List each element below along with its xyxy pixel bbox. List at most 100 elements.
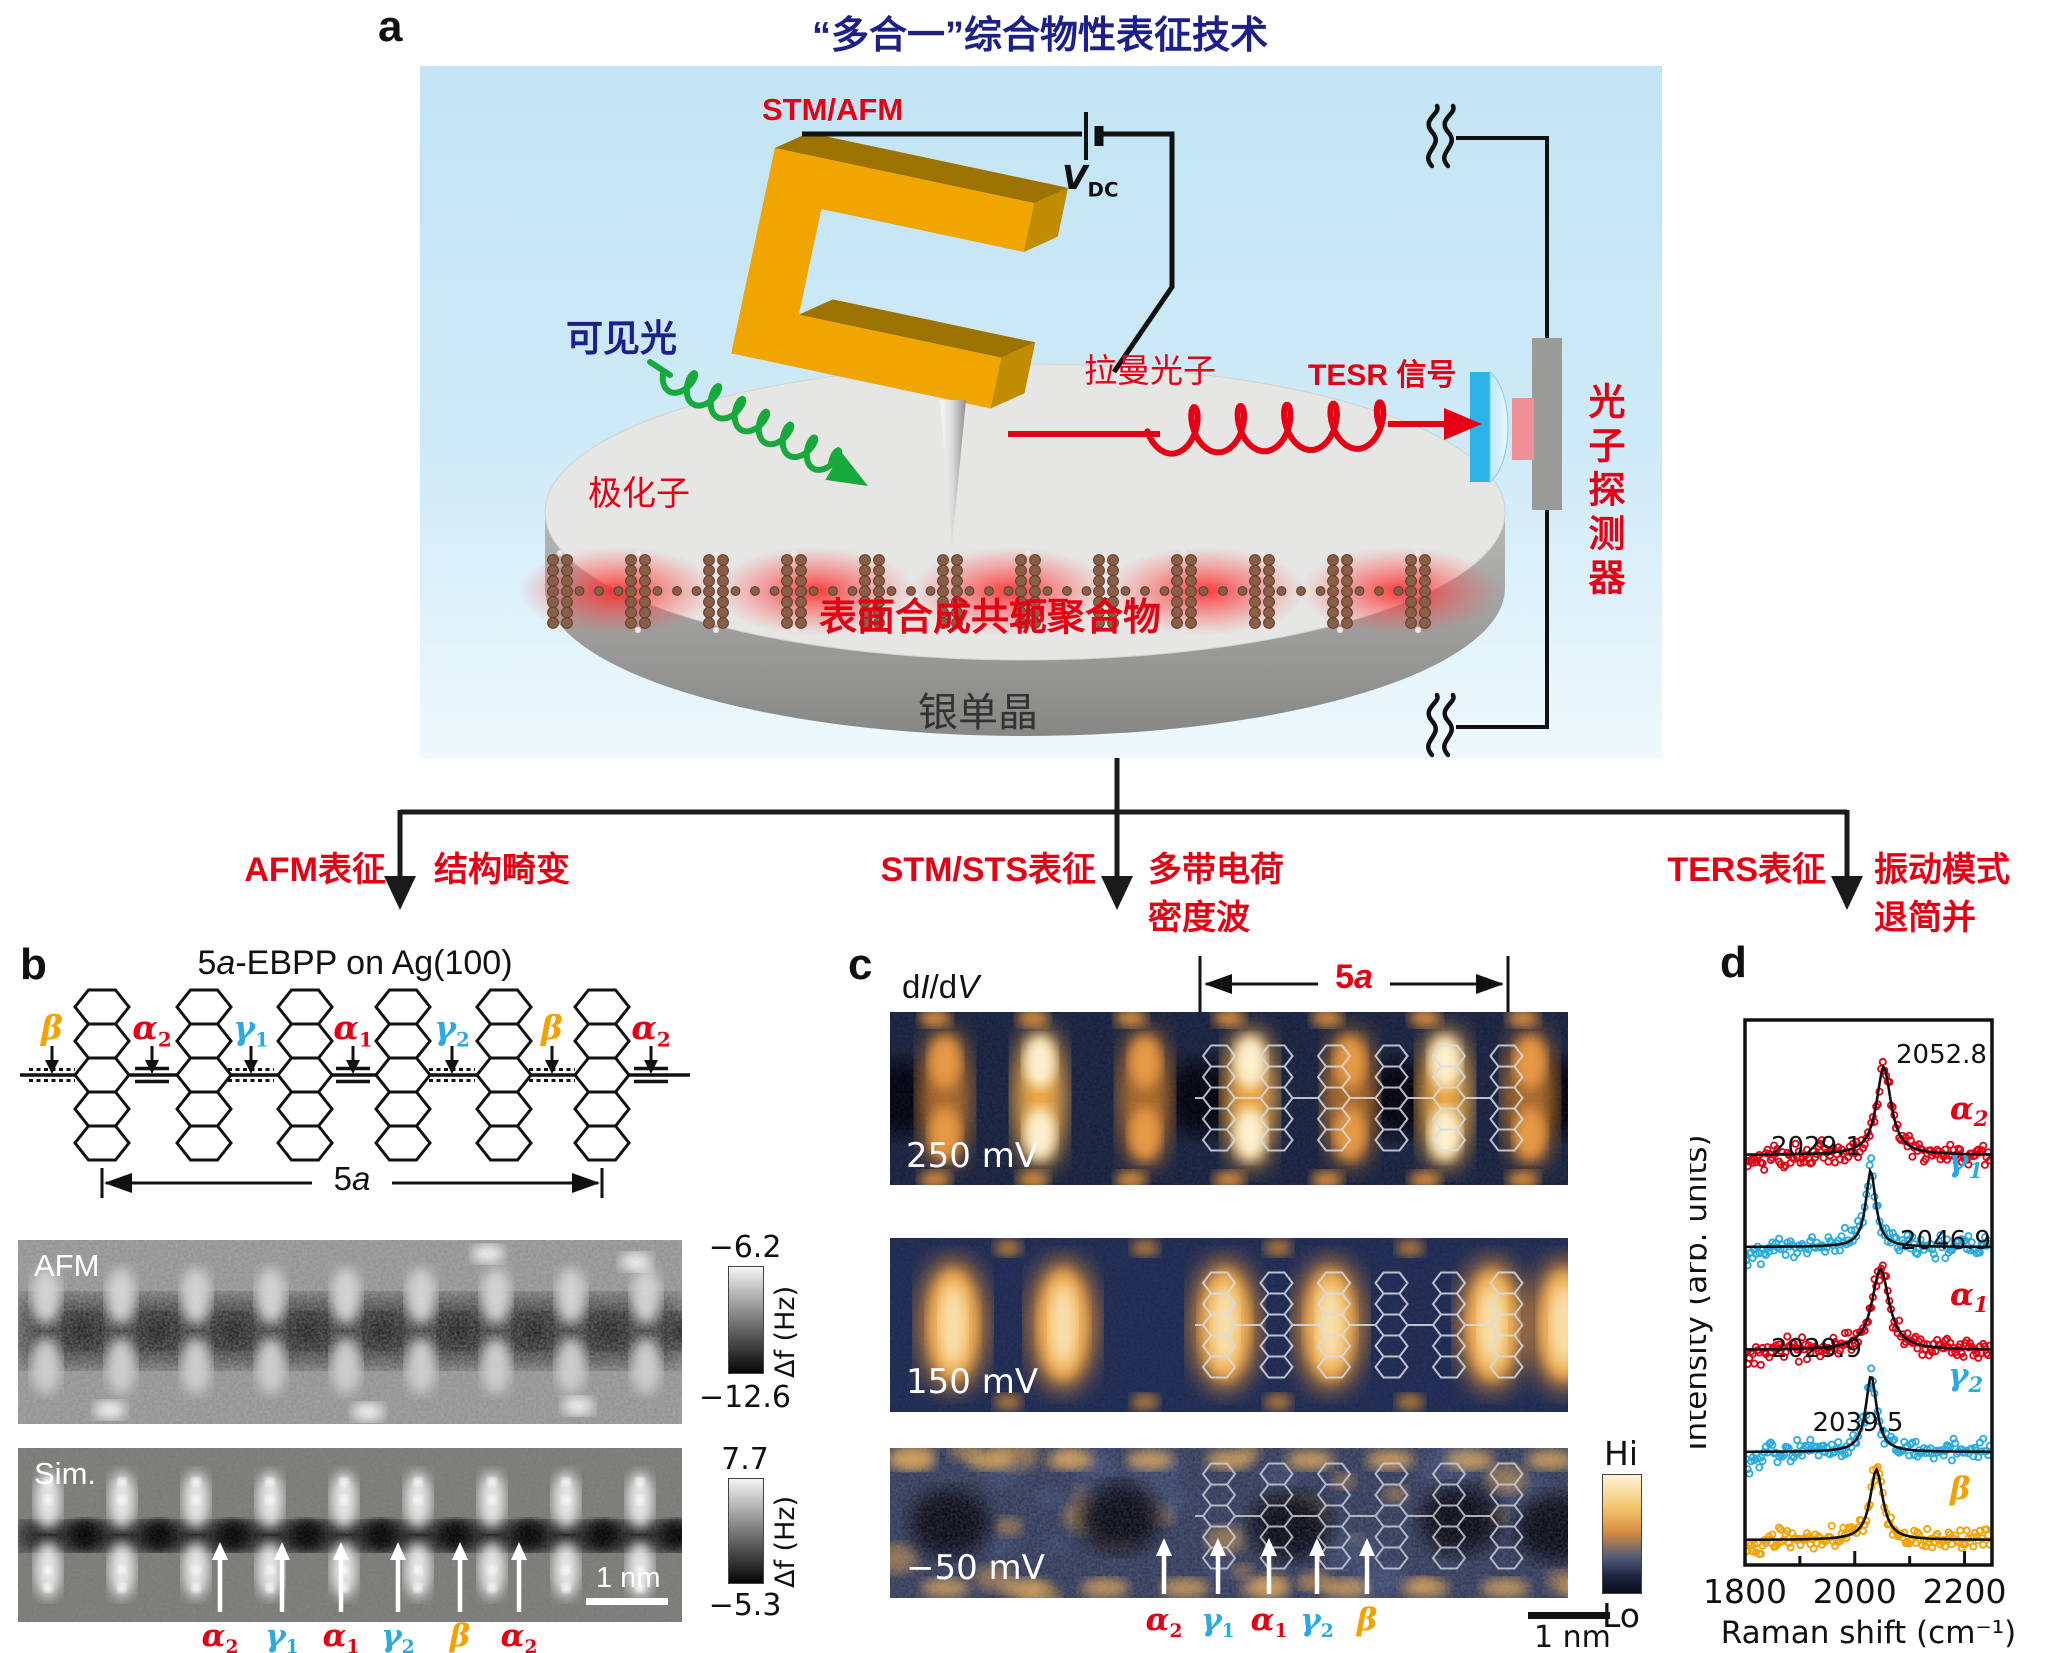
sim-arrow-label: α1 — [322, 1618, 360, 1653]
pentacene-ring — [276, 1056, 334, 1094]
pentacene-ring — [374, 1056, 432, 1094]
c-scalebar — [1528, 1612, 1610, 1619]
pentacene-ring — [573, 1056, 631, 1094]
x-tick-label: 2000 — [1813, 1572, 1897, 1611]
sim-scalebar-label: 1 nm — [596, 1562, 661, 1594]
c-arrow-label: β — [1356, 1602, 1378, 1638]
detector-wire-top — [1456, 136, 1549, 338]
y-axis-label: Intensity (arb. units) — [1690, 1134, 1714, 1450]
pentacene-ring — [276, 1090, 334, 1128]
tesr-signal-label: TESR 信号 — [1308, 359, 1457, 392]
sim-arrow-label: γ1 — [265, 1618, 299, 1653]
polymer-chain — [547, 550, 1431, 633]
pentacene-ring — [73, 1056, 131, 1094]
afm-image — [18, 1240, 682, 1424]
pentacene-ring — [175, 1056, 233, 1094]
polymer-label: 表面合成共轭聚合物 — [818, 597, 1161, 639]
sim-image — [18, 1448, 682, 1622]
afm-cbar-max: −6.2 — [708, 1230, 782, 1265]
flow-stm-method: STM/STS表征 — [880, 851, 1096, 889]
stm-afm-label: STM/AFM — [762, 92, 904, 127]
bond-label: γ1 — [233, 1008, 269, 1052]
panel-b-structure — [20, 988, 690, 1198]
hilo-colorbar — [1602, 1474, 1642, 1594]
series-label: α1 — [1950, 1277, 1988, 1317]
substrate-label: 银单晶 — [918, 691, 1038, 735]
x-tick-label: 1800 — [1703, 1572, 1787, 1611]
pentacene-ring — [276, 1124, 334, 1162]
series-label: β — [1949, 1471, 1971, 1507]
flow-afm-method: AFM表征 — [244, 851, 386, 889]
pentacene-ring — [73, 1124, 131, 1162]
sim-colorbar — [728, 1478, 764, 1584]
c-arrow-label: α2 — [1145, 1602, 1183, 1643]
x-axis-label: Raman shift (cm⁻¹) — [1721, 1615, 2017, 1651]
lorentzian-fit — [1745, 1375, 1991, 1454]
lorentzian-fit — [1745, 1466, 1991, 1542]
pentacene-ring — [573, 1124, 631, 1162]
sim-cbar-min: −5.3 — [708, 1588, 782, 1623]
panel-c-span-label: 5a — [1335, 958, 1373, 996]
peak-value-label: 2039.5 — [1813, 1408, 1904, 1438]
raman-photon-label: 拉曼光子 — [1084, 352, 1216, 389]
flow-ters-result-1: 振动模式 — [1874, 851, 2010, 889]
afm-cbar-min: −12.6 — [699, 1380, 791, 1415]
pentacene-ring — [73, 1090, 131, 1128]
flow-ters-result-2: 退简并 — [1874, 899, 1976, 937]
c-arrow-label: γ1 — [1201, 1602, 1235, 1643]
sim-arrow-label: α2 — [201, 1618, 239, 1653]
didv-label: dI/dV — [902, 968, 980, 1005]
panel-b-title: 5a-EBPP on Ag(100) — [197, 944, 513, 982]
stm-tip — [940, 400, 966, 545]
lens-icon — [1470, 372, 1490, 482]
raman-series-2 — [1745, 1154, 1992, 1270]
peak-value-label: 2052.8 — [1896, 1040, 1987, 1070]
raman-series-4 — [1745, 1364, 1992, 1478]
bond-label: α2 — [631, 1008, 671, 1052]
pentacene-ring — [175, 1124, 233, 1162]
peak-value-label: 2029.9 — [1771, 1334, 1862, 1364]
polaron-label: 极化子 — [588, 475, 690, 513]
pentacene-ring — [374, 1124, 432, 1162]
map-bias-minus50: −50 mV — [906, 1548, 1045, 1588]
series-label: α2 — [1950, 1091, 1988, 1131]
afm-cbar-unit: Δf (Hz) — [770, 1285, 801, 1378]
qplus-sensor — [731, 132, 1069, 409]
photon-detector-plate — [1532, 338, 1562, 510]
raman-arrow — [1144, 399, 1387, 457]
raman-series-3 — [1745, 1261, 1992, 1369]
bond-label: α1 — [333, 1008, 373, 1052]
peak-value-label: 2029.1 — [1771, 1132, 1862, 1162]
sim-cbar-unit: Δf (Hz) — [770, 1495, 801, 1588]
detector-sensor — [1512, 398, 1534, 460]
hi-label: Hi — [1604, 1434, 1638, 1473]
visible-light-label: 可见光 — [566, 318, 677, 359]
lorentzian-fit — [1745, 1064, 1991, 1156]
lorentzian-fit — [1745, 1167, 1991, 1249]
raman-series-5 — [1745, 1463, 1992, 1559]
detector-wire-bottom — [1456, 510, 1549, 729]
afm-colorbar — [728, 1266, 764, 1374]
flow-stm-result-1: 多带电荷 — [1148, 851, 1284, 889]
sim-cbar-max: 7.7 — [721, 1442, 769, 1477]
sim-arrow-label: γ2 — [381, 1618, 415, 1653]
panel-d-label: d — [1720, 938, 1747, 987]
panel-b-span-label: 5a — [333, 1160, 371, 1197]
flow-afm-result: 结构畸变 — [434, 851, 570, 889]
series-label: γ2 — [1948, 1357, 1983, 1397]
bond-label: β — [541, 1008, 563, 1047]
pentacene-ring — [475, 1090, 533, 1128]
photon-detector-label: 光子探测器 — [1583, 382, 1624, 602]
sim-arrow-label: α2 — [500, 1618, 538, 1653]
flow-stm-result-2: 密度波 — [1148, 899, 1250, 937]
figure-title: “多合一”综合物性表征技术 — [811, 15, 1268, 57]
sim-scalebar — [586, 1598, 668, 1605]
pentacene-ring — [573, 1090, 631, 1128]
sim-tag: Sim. — [34, 1456, 96, 1491]
pentacene-ring — [475, 1056, 533, 1094]
flow-ters-method: TERS表征 — [1667, 851, 1826, 889]
map-bias-150: 150 mV — [906, 1362, 1039, 1402]
lorentzian-fit — [1745, 1267, 1991, 1351]
